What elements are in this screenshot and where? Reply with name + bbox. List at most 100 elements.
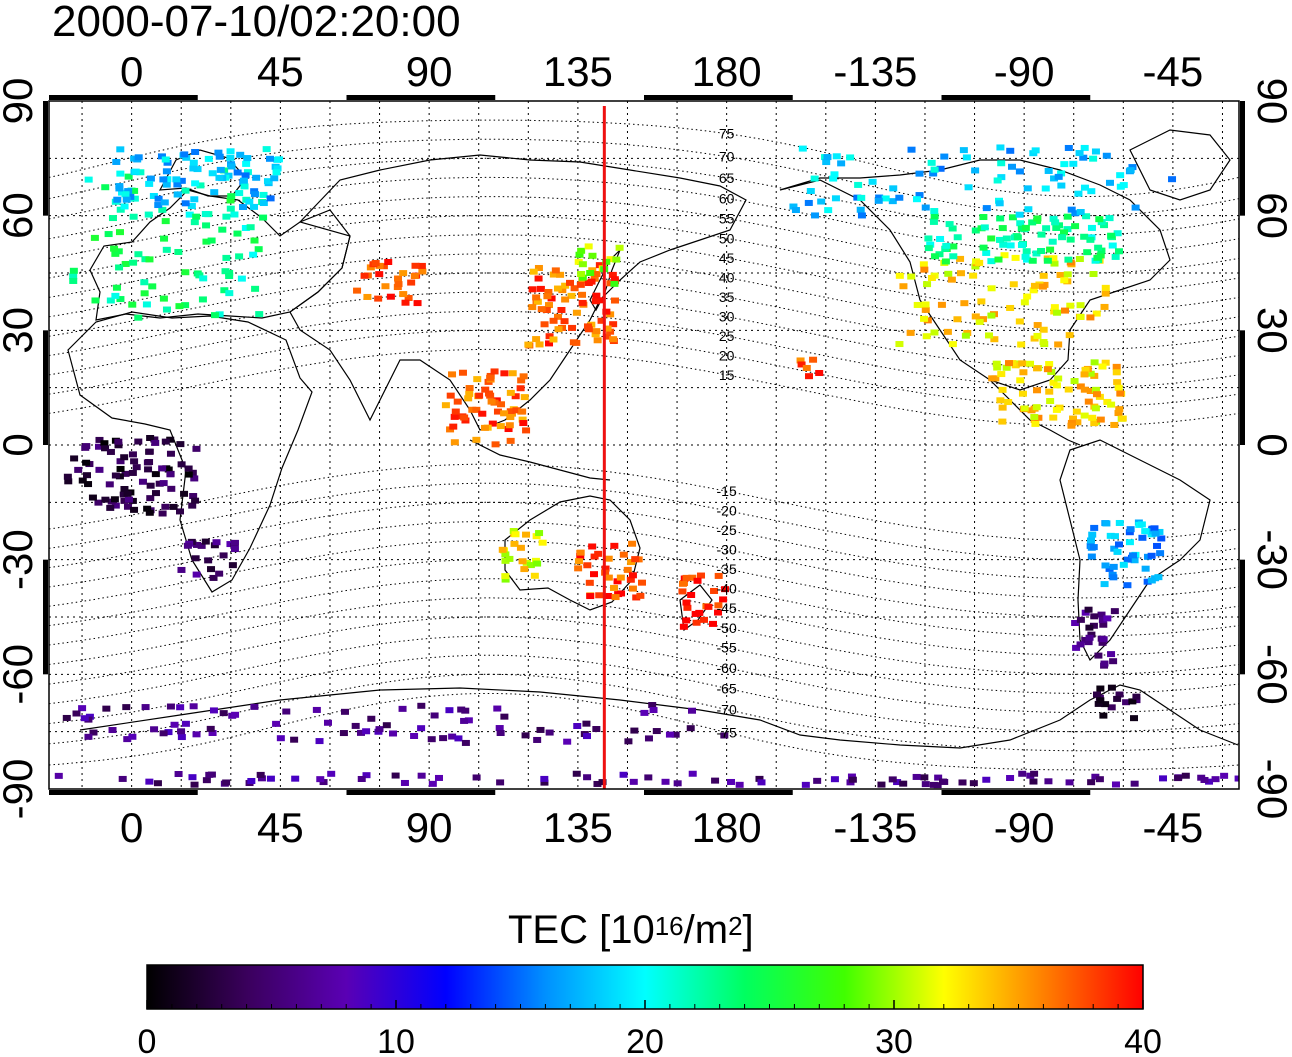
tec-point — [576, 553, 585, 560]
tec-point — [1039, 339, 1048, 346]
tec-point — [192, 445, 201, 452]
tec-point — [874, 197, 883, 204]
tec-point — [1130, 780, 1139, 787]
tec-point — [241, 225, 250, 232]
tec-point — [360, 272, 369, 279]
tec-point — [1111, 781, 1120, 788]
tec-point — [1080, 412, 1089, 419]
tec-point — [82, 459, 91, 466]
tec-point — [597, 317, 606, 324]
tec-point — [504, 426, 513, 433]
tec-point — [1049, 255, 1058, 262]
tec-point — [577, 247, 586, 254]
tec-point — [115, 229, 124, 236]
tec-point — [521, 732, 530, 739]
tec-point — [661, 778, 670, 785]
tec-point — [806, 188, 815, 195]
tec-point — [1097, 611, 1106, 618]
tec-point — [971, 313, 980, 320]
axis-bar-right — [1240, 559, 1245, 675]
tec-point — [315, 738, 324, 745]
tec-point — [1113, 695, 1122, 702]
tec-point — [609, 336, 618, 343]
contour-label: 60 — [719, 190, 735, 206]
tec-point — [83, 472, 92, 479]
tec-point — [998, 404, 1007, 411]
tec-point — [542, 307, 551, 314]
tec-point — [522, 559, 531, 566]
tec-point — [353, 287, 362, 294]
tec-point — [563, 738, 572, 745]
tec-point — [590, 571, 599, 578]
tec-point — [927, 274, 936, 281]
tec-point — [948, 341, 957, 348]
tec-point — [846, 154, 855, 161]
tec-point — [1085, 634, 1094, 641]
tec-point — [982, 205, 991, 212]
tec-point — [1041, 185, 1050, 192]
tec-point — [995, 236, 1004, 243]
tec-point — [1099, 621, 1108, 628]
tec-point — [192, 213, 201, 220]
tec-observations — [54, 144, 1239, 789]
tec-point — [1107, 684, 1116, 691]
tec-point — [568, 324, 577, 331]
tec-point — [454, 735, 463, 742]
tec-point — [120, 485, 129, 492]
tec-point — [124, 173, 133, 180]
tec-point — [1107, 651, 1116, 658]
tec-point — [120, 203, 129, 210]
right-lat-tick-label: 30 — [1249, 307, 1292, 354]
tec-point — [69, 267, 78, 274]
tec-point — [804, 199, 813, 206]
tec-point — [188, 774, 197, 781]
tec-point — [1102, 520, 1111, 527]
left-lat-tick-label: 30 — [0, 307, 41, 354]
tec-point — [159, 176, 168, 183]
tec-point — [130, 506, 139, 513]
tec-point — [101, 184, 110, 191]
tec-point — [123, 490, 132, 497]
tec-point — [1110, 533, 1119, 540]
coastline-central-america — [989, 379, 1081, 446]
tec-point — [551, 267, 560, 274]
tec-point — [209, 707, 218, 714]
tec-point — [407, 279, 416, 286]
tec-point — [506, 389, 515, 396]
tec-point — [218, 226, 227, 233]
tec-point — [591, 331, 600, 338]
tec-point — [1058, 234, 1067, 241]
tec-point — [554, 326, 563, 333]
tec-point — [1073, 419, 1082, 426]
tec-point — [193, 166, 202, 173]
tec-point — [130, 458, 139, 465]
tec-point — [578, 261, 587, 268]
tec-point — [627, 559, 636, 566]
tec-point — [1115, 519, 1124, 526]
tec-point — [136, 169, 145, 176]
tec-point — [610, 542, 619, 549]
tec-point — [802, 364, 811, 371]
tec-point — [1090, 613, 1099, 620]
top-lon-tick-label: 180 — [692, 48, 762, 95]
tec-point — [921, 306, 930, 313]
tec-point — [538, 539, 547, 546]
tec-point — [956, 270, 965, 277]
tec-point — [1130, 715, 1139, 722]
contour-label: -40 — [717, 581, 737, 597]
tec-point — [381, 283, 390, 290]
contour-label: -20 — [717, 503, 737, 519]
tec-point — [719, 596, 728, 603]
tec-point — [121, 470, 130, 477]
tec-point — [987, 312, 996, 319]
tec-point — [1115, 406, 1124, 413]
tec-point — [123, 503, 132, 510]
tec-point — [953, 316, 962, 323]
tec-point — [1066, 302, 1075, 309]
tec-point — [598, 779, 607, 786]
tec-point — [823, 154, 832, 161]
tec-point — [1094, 244, 1103, 251]
tec-point — [417, 702, 426, 709]
tec-point — [266, 775, 275, 782]
tec-point — [54, 772, 63, 779]
